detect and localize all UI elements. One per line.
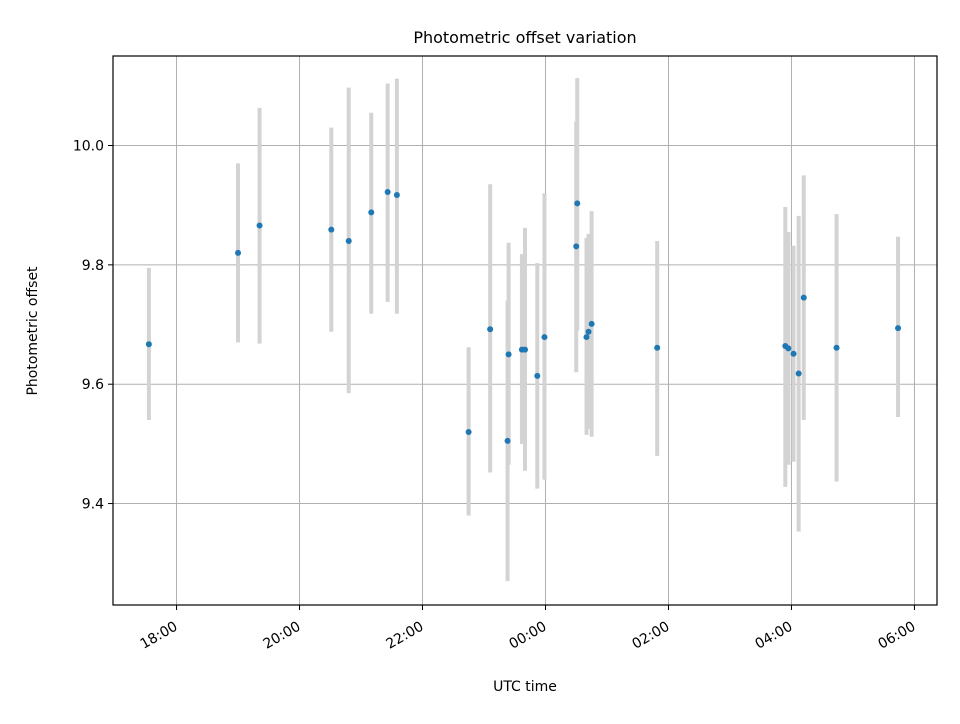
data-point xyxy=(541,334,548,341)
data-point xyxy=(800,294,807,301)
y-tick-label: 9.4 xyxy=(82,497,104,513)
data-point xyxy=(585,328,592,335)
y-tick-label: 10.0 xyxy=(73,139,104,155)
data-point xyxy=(504,437,511,444)
plot-frame xyxy=(112,55,938,606)
data-point xyxy=(785,345,792,352)
data-points xyxy=(145,189,902,444)
data-point xyxy=(534,372,541,379)
data-point xyxy=(235,249,242,256)
data-point xyxy=(833,344,840,351)
data-point xyxy=(790,350,797,357)
data-point xyxy=(487,326,494,333)
data-point xyxy=(588,320,595,327)
data-point xyxy=(368,209,375,216)
data-point xyxy=(145,341,152,348)
data-point xyxy=(256,222,263,229)
data-point xyxy=(505,351,512,358)
data-point xyxy=(522,346,528,353)
y-axis-ticks: 9.4 9.6 9.8 10.0 xyxy=(73,139,113,513)
y-tick-label: 9.6 xyxy=(82,377,104,393)
data-point xyxy=(895,325,902,332)
data-point xyxy=(465,428,472,435)
y-axis-label: Photometric offset xyxy=(25,266,41,396)
chart-title: Photometric offset variation xyxy=(413,28,636,47)
data-point xyxy=(795,370,802,377)
data-point xyxy=(384,189,391,196)
data-point xyxy=(328,226,335,233)
data-point xyxy=(345,237,352,244)
data-point xyxy=(583,334,590,341)
data-point xyxy=(574,200,581,207)
data-point xyxy=(393,192,400,199)
y-tick-label: 9.8 xyxy=(82,258,104,274)
data-point xyxy=(654,344,661,351)
data-point xyxy=(573,243,580,250)
x-axis-label: UTC time xyxy=(493,679,557,695)
